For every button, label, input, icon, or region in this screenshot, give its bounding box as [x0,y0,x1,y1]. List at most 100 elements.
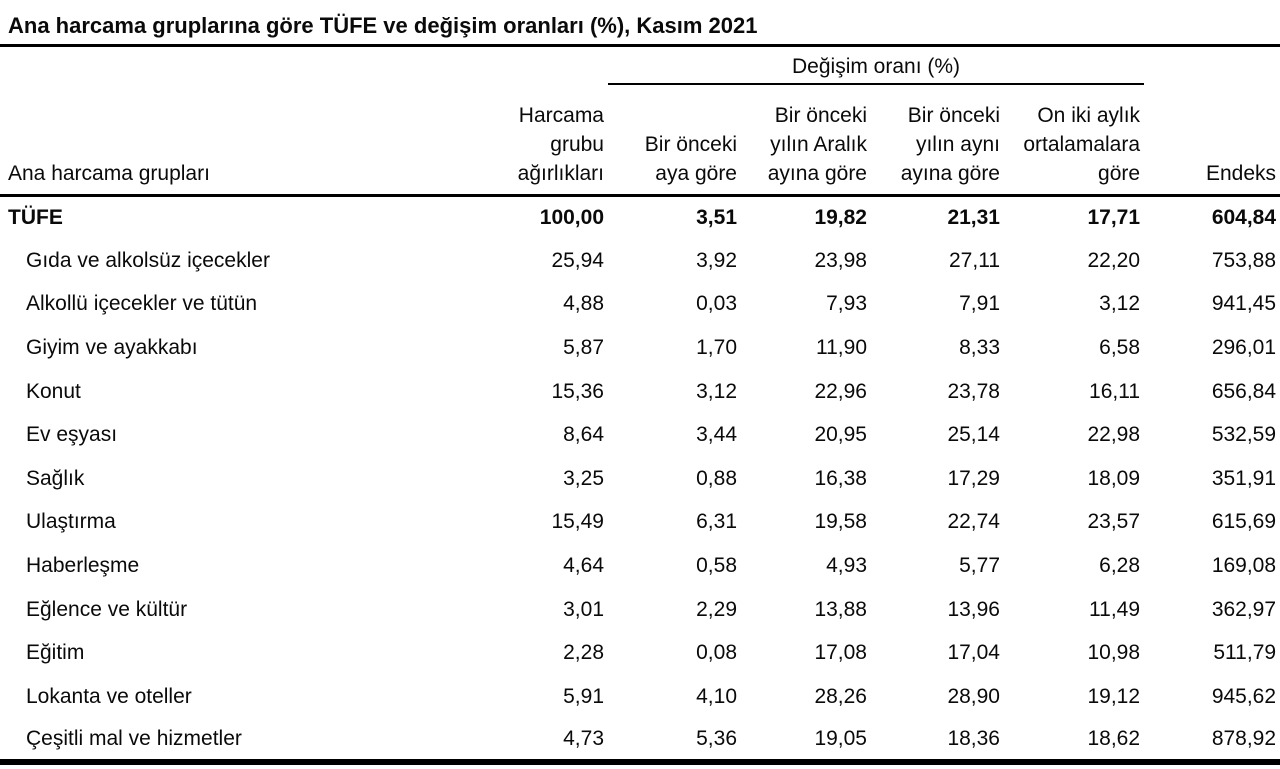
table-row: Eğitim 2,28 0,08 17,08 17,04 10,98 511,79 [0,631,1280,675]
row-label: Alkollü içecekler ve tütün [26,292,258,316]
row-value: 4,73 [563,726,604,750]
row-value: 17,29 [947,466,1000,490]
row-value: 4,93 [826,554,867,578]
row-label: Haberleşme [26,554,140,578]
cpi-table: Değişim oranı (%) Ana harcama grupları H… [0,47,1280,766]
row-label: Giyim ve ayakkabı [26,336,198,360]
row-value: 15,49 [551,510,604,534]
row-value: 8,64 [563,423,604,447]
table-row: TÜFE 100,00 3,51 19,82 21,31 17,71 604,84 [0,196,1280,240]
page-title: Ana harcama gruplarına göre TÜFE ve deği… [0,0,1280,47]
row-value: 17,71 [1087,206,1141,230]
row-value: 0,58 [696,554,737,578]
table-row: Çeşitli mal ve hizmetler 4,73 5,36 19,05 18,… [0,719,1280,763]
row-value: 3,01 [563,597,604,621]
row-value: 28,26 [814,684,867,708]
row-value: 0,08 [696,641,737,665]
row-value: 18,09 [1087,466,1141,490]
row-value: 5,87 [563,336,604,360]
row-value: 656,84 [1211,379,1277,403]
table-row: Alkollü içecekler ve tütün 4,88 0,03 7,93 7,… [0,283,1280,327]
row-value: 604,84 [1211,206,1277,230]
row-value: 19,58 [814,510,867,534]
row-value: 5,77 [959,554,1000,578]
row-value: 22,98 [1087,423,1141,447]
row-label: Lokanta ve oteller [26,684,192,708]
row-value: 15,36 [551,379,604,403]
row-value: 22,74 [947,510,1000,534]
column-header-row: Ana harcama grupları Harcama grubu ağırl… [0,84,1280,197]
row-value: 3,12 [696,379,737,403]
row-value: 20,95 [814,423,867,447]
group-header-row: Değişim oranı (%) [0,47,1280,85]
row-value: 16,11 [1089,379,1141,403]
row-value: 16,38 [814,466,867,490]
row-value: 4,88 [563,292,604,316]
row-value: 6,58 [1099,336,1141,360]
row-value: 18,36 [947,726,1000,750]
row-value: 296,01 [1211,336,1277,360]
row-value: 27,11 [949,248,1000,272]
row-value: 0,88 [696,466,737,490]
table-row: Lokanta ve oteller 5,91 4,10 28,26 28,90 19,1… [0,675,1280,719]
column-header-weights: Harcama grubu ağırlıkları [380,84,608,197]
row-value: 615,69 [1211,510,1277,534]
row-value: 23,78 [947,379,1000,403]
row-value: 0,03 [696,292,737,316]
row-value: 19,12 [1087,684,1141,708]
column-header-annual-change: Bir önceki yılın aynı ayına göre [871,84,1004,197]
row-value: 511,79 [1213,641,1277,665]
row-value: 13,88 [814,597,867,621]
row-value: 2,29 [696,597,737,621]
row-value: 19,82 [814,206,867,230]
row-label: Eğlence ve kültür [26,597,188,621]
table-row: Konut 15,36 3,12 22,96 23,78 16,11 656,84 [0,370,1280,414]
row-value: 7,91 [959,292,1000,316]
table-body: TÜFE 100,00 3,51 19,82 21,31 17,71 604,84 Gıda … [0,196,1280,763]
row-label: Sağlık [26,466,85,490]
row-label: Çeşitli mal ve hizmetler [26,726,242,750]
row-value: 4,10 [696,684,737,708]
row-value: 3,44 [696,423,737,447]
row-label: Eğitim [26,641,85,665]
row-label: TÜFE [8,206,63,230]
row-value: 23,57 [1087,510,1141,534]
table-row: Giyim ve ayakkabı 5,87 1,70 11,90 8,33 6,58 29… [0,326,1280,370]
row-value: 3,12 [1099,292,1141,316]
table-row: Eğlence ve kültür 3,01 2,29 13,88 13,96 11,49… [0,588,1280,632]
row-value: 18,62 [1087,726,1141,750]
row-value: 8,33 [959,336,1000,360]
column-header-twelve-month-avg: On iki aylık ortalamalara göre [1004,84,1145,197]
row-value: 100,00 [539,206,604,230]
row-value: 10,98 [1087,641,1141,665]
row-value: 5,91 [563,684,604,708]
row-value: 11,49 [1089,597,1141,621]
row-label: Ulaştırma [26,510,116,534]
row-value: 4,64 [563,554,604,578]
row-value: 11,90 [816,336,867,360]
row-value: 13,96 [947,597,1000,621]
row-value: 945,62 [1211,684,1277,708]
row-value: 17,04 [947,641,1000,665]
group-header-spacer-right [1144,47,1280,84]
group-header-spacer-left [0,47,608,84]
row-value: 22,96 [814,379,867,403]
row-value: 1,70 [696,336,737,360]
row-value: 351,91 [1211,466,1277,490]
table-row: Haberleşme 4,64 0,58 4,93 5,77 6,28 169,08 [0,544,1280,588]
row-value: 3,51 [696,206,737,230]
row-value: 28,90 [947,684,1000,708]
row-value: 2,28 [563,641,604,665]
row-value: 6,31 [696,510,737,534]
row-value: 362,97 [1211,597,1277,621]
row-value: 169,08 [1211,554,1277,578]
column-header-index: Endeks [1144,84,1280,197]
row-value: 753,88 [1211,248,1277,272]
column-header-since-december: Bir önceki yılın Aralık ayına göre [741,84,871,197]
row-value: 23,98 [814,248,867,272]
table-row: Gıda ve alkolsüz içecekler 25,94 3,92 23,98… [0,239,1280,283]
row-value: 3,92 [696,248,737,272]
row-value: 532,59 [1211,423,1277,447]
row-label: Gıda ve alkolsüz içecekler [26,248,270,272]
